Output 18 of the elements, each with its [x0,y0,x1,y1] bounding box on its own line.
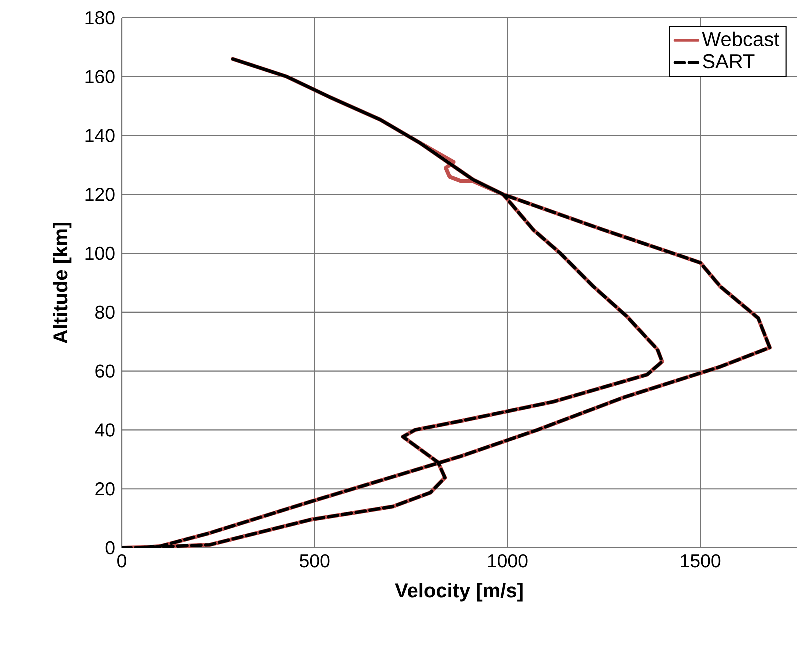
x-axis-title: Velocity [m/s] [395,583,523,602]
y-tick-label: 60 [96,364,115,378]
y-tick-label: 20 [96,482,115,496]
y-tick-label: 100 [86,246,115,260]
y-tick-label: 40 [95,424,115,437]
legend-label: SART [703,54,755,69]
y-axis-title: Altitude [km] [53,223,72,344]
x-tick-label: 1000 [488,554,528,568]
y-tick-label: 120 [86,188,115,202]
x-tick-label: 500 [300,554,330,568]
legend-label: Webcast [702,32,780,46]
y-tick-label: 80 [96,306,115,320]
x-tick-label: 1500 [681,554,721,568]
y-tick-label: 160 [86,70,115,84]
y-tick-label: 140 [86,129,115,142]
y-tick-label: 180 [86,11,115,25]
x-tick-label: 0 [118,554,126,568]
y-tick-label: 0 [106,541,115,555]
